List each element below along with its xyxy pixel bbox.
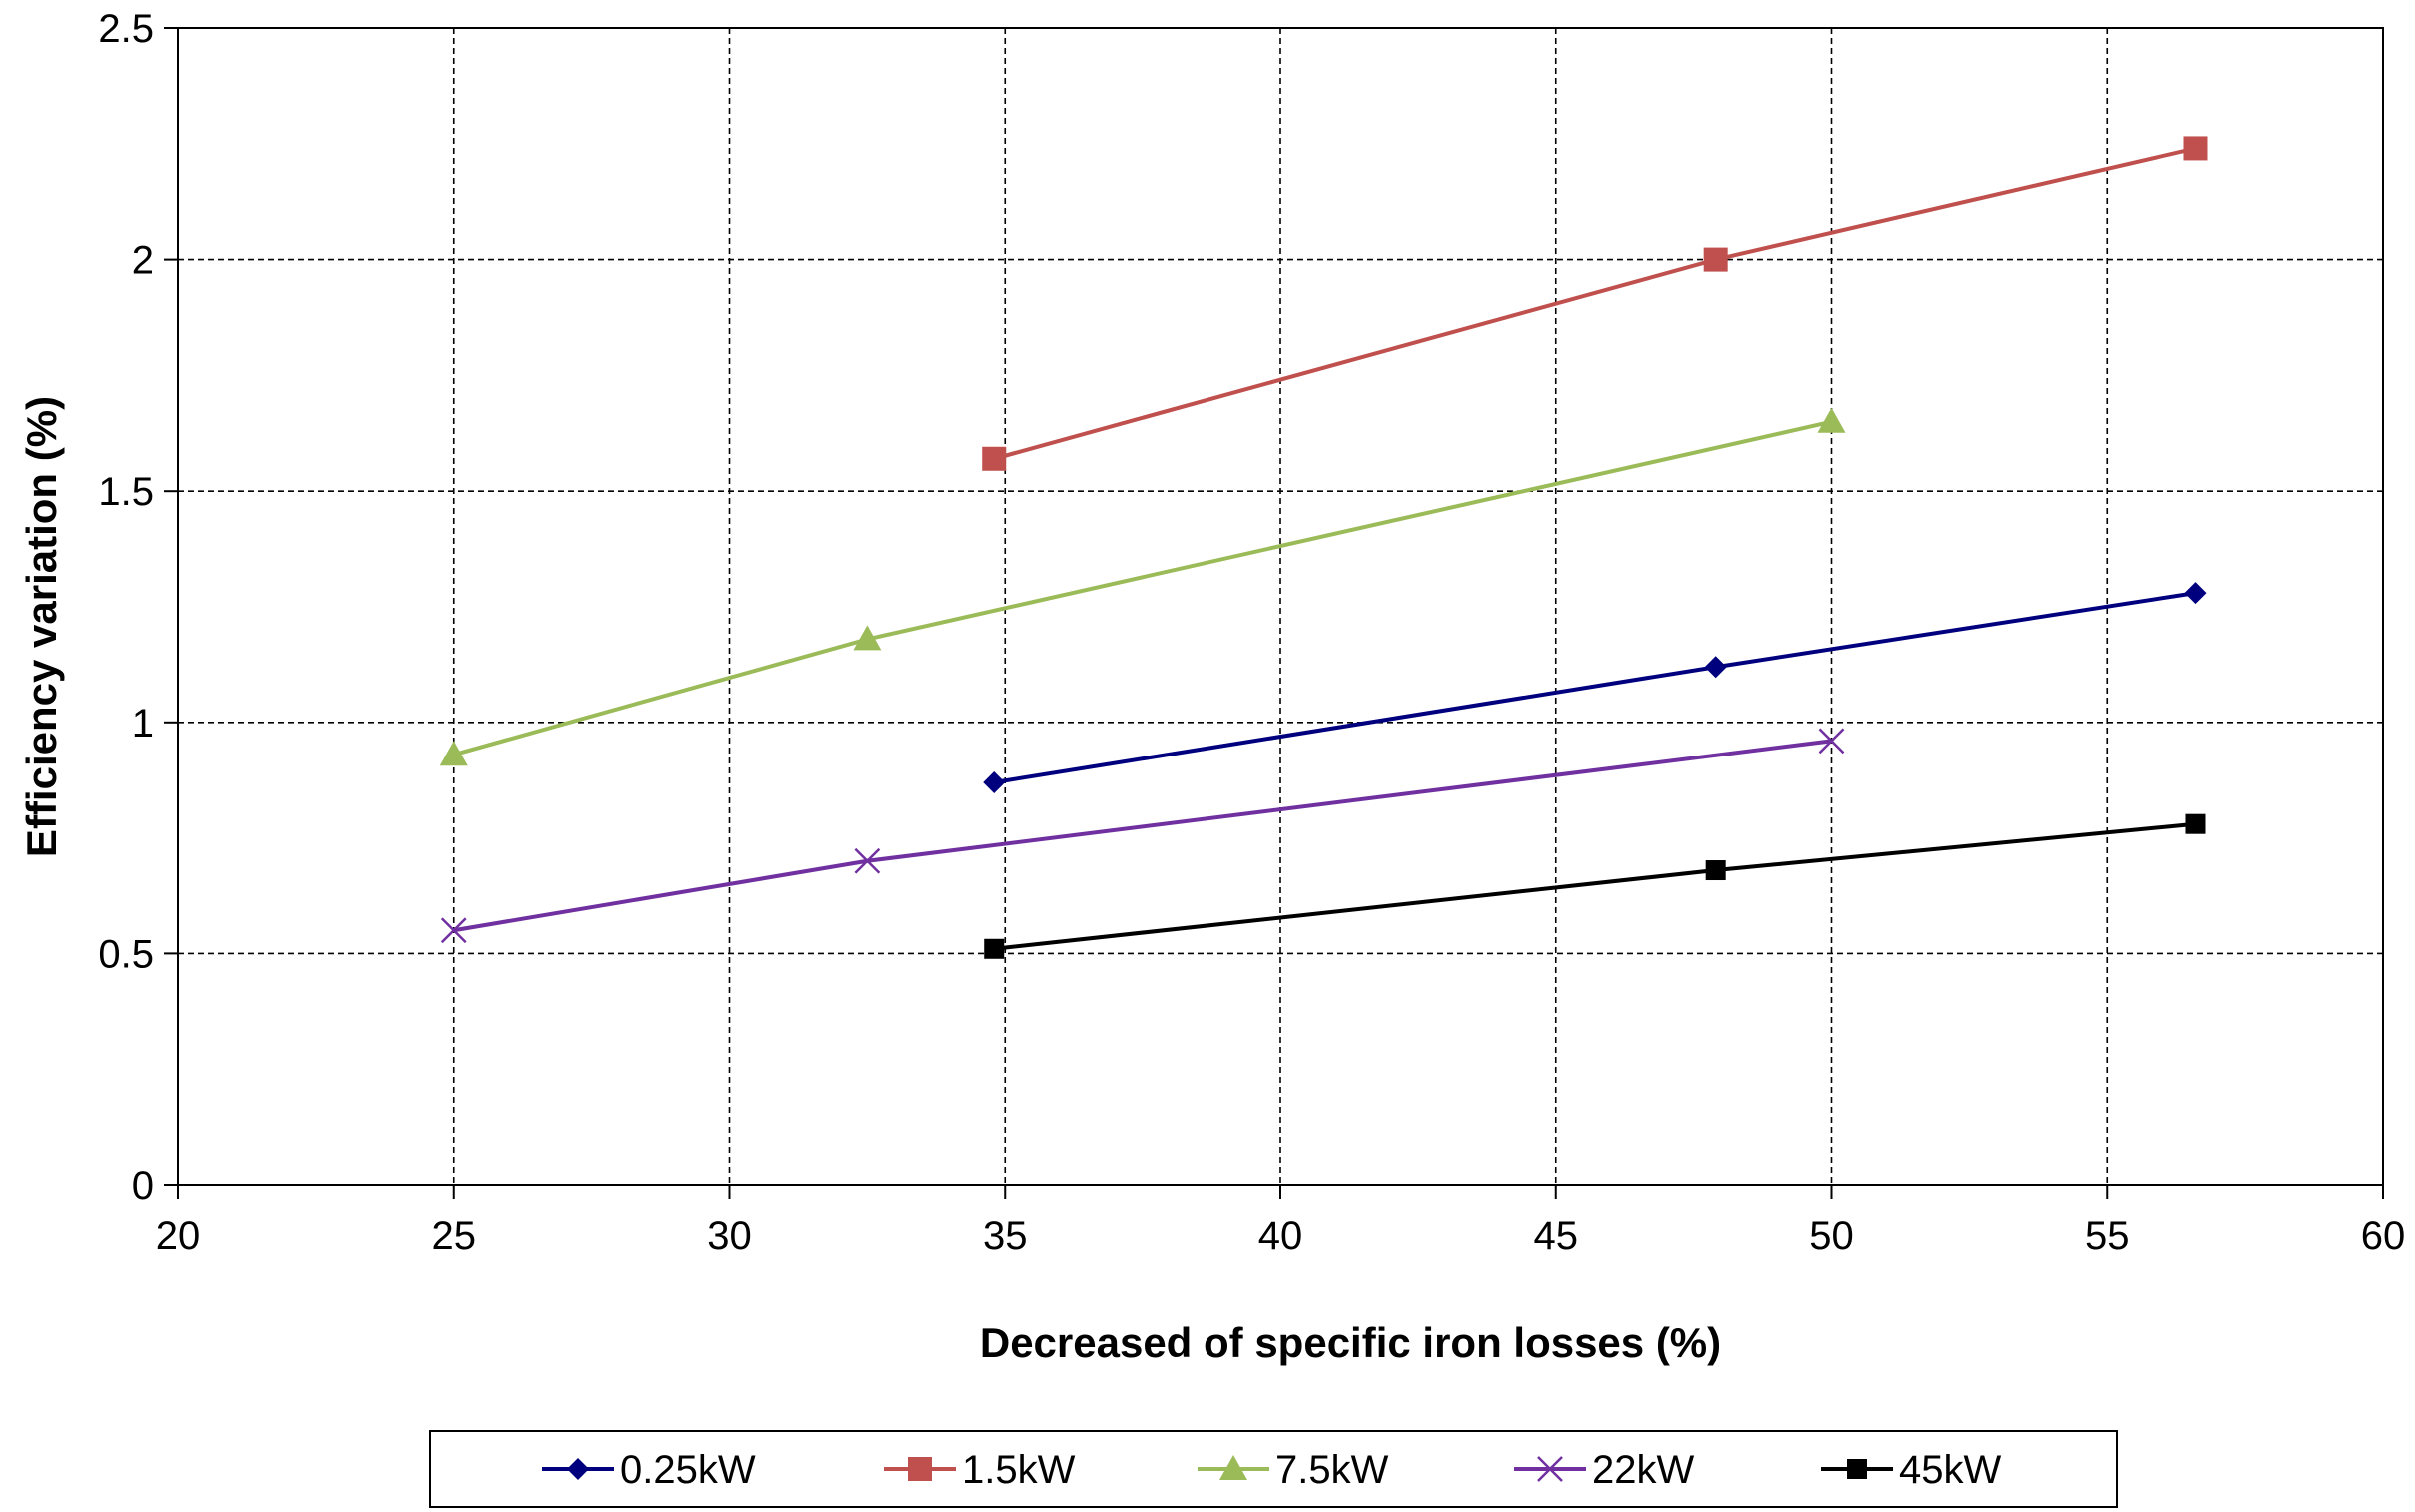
x-tick-label: 20: [156, 1214, 201, 1258]
data-point: [1704, 656, 1727, 679]
y-axis-title: Efficiency variation (%): [18, 396, 65, 857]
data-point: [439, 741, 468, 766]
grid: [178, 28, 2383, 1185]
legend-label: 45kW: [1899, 1448, 2001, 1492]
series-line: [993, 591, 2196, 784]
legend-label: 7.5kW: [1275, 1448, 1389, 1492]
y-tick-label: 0: [132, 1164, 154, 1208]
x-tick-label: 50: [1809, 1214, 1854, 1258]
series-0.25kW: [983, 582, 2207, 794]
data-point: [1219, 1455, 1247, 1480]
data-point: [1817, 407, 1846, 433]
y-tick-label: 0.5: [98, 932, 154, 976]
data-point: [2184, 582, 2207, 605]
y-axis-ticks: 0 0.5 1 1.5 2 2.5: [98, 7, 178, 1208]
data-point: [908, 1457, 932, 1481]
legend-label: 1.5kW: [962, 1448, 1076, 1492]
series-22kW: [440, 728, 1845, 944]
x-tick-label: 60: [2361, 1214, 2406, 1258]
y-tick-label: 2: [132, 239, 154, 283]
data-point: [984, 938, 1005, 959]
data-point-stroke: [440, 917, 467, 944]
data-point: [1847, 1459, 1867, 1479]
series-45kW: [984, 813, 2206, 959]
legend-item-0.25kW: 0.25kW: [542, 1448, 756, 1492]
data-point: [1705, 860, 1726, 881]
legend-label: 0.25kW: [620, 1448, 756, 1492]
series-7.5kW: [439, 407, 1846, 766]
data-point: [853, 625, 882, 651]
data-point: [1818, 728, 1845, 755]
data-point: [854, 847, 881, 874]
data-point: [440, 917, 467, 944]
legend-item-1.5kW: 1.5kW: [884, 1448, 1076, 1492]
data-point: [1537, 1456, 1563, 1482]
series-line: [993, 146, 2196, 461]
x-tick-label: 30: [707, 1214, 752, 1258]
y-tick-label: 1.5: [98, 470, 154, 514]
x-tick-label: 25: [432, 1214, 477, 1258]
series-layer: [439, 136, 2208, 959]
x-tick-label: 35: [983, 1214, 1028, 1258]
x-tick-label: 55: [2085, 1214, 2130, 1258]
series-1.5kW: [982, 136, 2208, 471]
data-point-stroke: [854, 847, 881, 874]
series-line: [453, 419, 1832, 757]
series-line: [994, 821, 2196, 951]
data-point: [983, 771, 1006, 794]
legend: 0.25kW 1.5kW 7.5kW 22kW 45kW: [429, 1430, 2118, 1508]
data-point-stroke: [1818, 728, 1845, 755]
data-point: [1703, 247, 1728, 272]
legend-item-22kW: 22kW: [1514, 1448, 1694, 1492]
x-tick-label: 40: [1258, 1214, 1303, 1258]
x-axis-ticks: 20 25 30 35 40 45 50 55 60: [156, 1185, 2406, 1258]
series-line: [453, 739, 1832, 933]
legend-item-45kW: 45kW: [1821, 1448, 2001, 1492]
legend-label: 22kW: [1592, 1448, 1694, 1492]
y-tick-label: 2.5: [98, 7, 154, 51]
data-point: [982, 446, 1007, 471]
y-tick-label: 1: [132, 702, 154, 746]
data-point: [2185, 813, 2206, 834]
legend-item-7.5kW: 7.5kW: [1198, 1448, 1389, 1492]
data-point-stroke: [1537, 1456, 1563, 1482]
data-point: [2183, 136, 2208, 161]
x-tick-label: 45: [1534, 1214, 1579, 1258]
x-axis-title: Decreased of specific iron losses (%): [980, 1319, 1721, 1366]
data-point: [567, 1458, 589, 1480]
